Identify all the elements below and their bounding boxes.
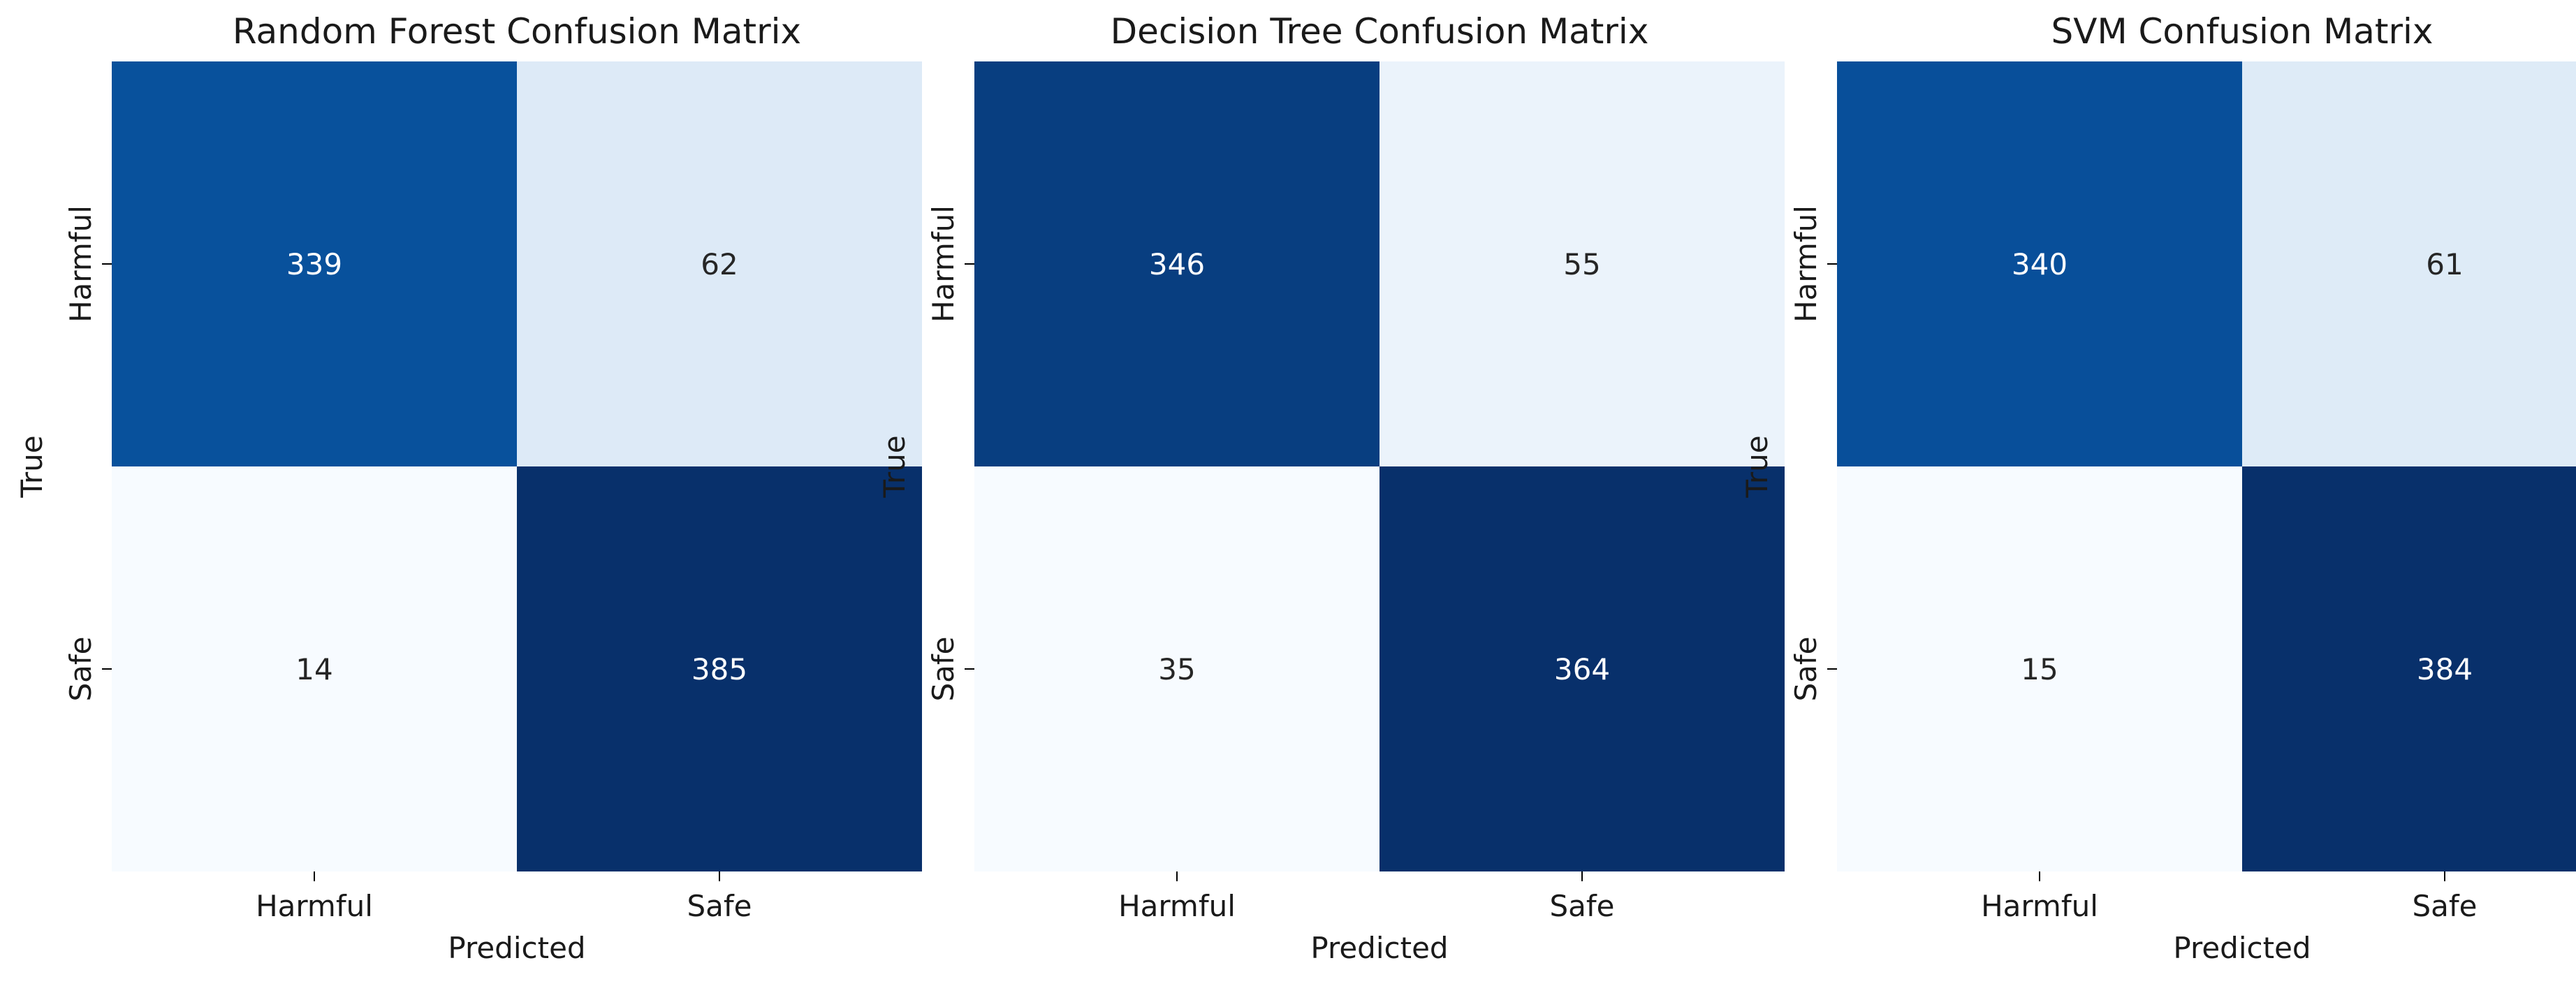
heatmap-cell: [1837, 466, 2242, 871]
chart-title: Random Forest Confusion Matrix: [233, 11, 801, 52]
y-tick-label: Harmful: [64, 205, 98, 323]
y-axis-label: True: [877, 435, 912, 498]
x-tick-label: Safe: [687, 889, 752, 923]
y-tick-label: Safe: [926, 636, 960, 701]
y-tick-label: Safe: [1789, 636, 1823, 701]
cell-value-label: 61: [2426, 247, 2463, 281]
x-tick-label: Harmful: [1118, 889, 1236, 923]
cell-value-label: 339: [286, 247, 342, 281]
heatmap-cell: [974, 466, 1380, 871]
heatmap-panel-3: SVM Confusion Matrix 340 61 15 384 Harmful Saf…: [1740, 11, 2576, 965]
cell-value-label: 15: [2021, 652, 2058, 686]
cell-value-label: 340: [2012, 247, 2068, 281]
cell-value-label: 385: [691, 652, 747, 686]
x-axis-label: Predicted: [1310, 931, 1448, 965]
x-tick-label: Safe: [2412, 889, 2477, 923]
x-tick-label: Safe: [1549, 889, 1614, 923]
y-axis-label: True: [1740, 435, 1774, 498]
x-axis-label: Predicted: [2173, 931, 2311, 965]
heatmap-cell: [974, 61, 1380, 466]
cell-value-label: 35: [1158, 652, 1195, 686]
heatmap-cell: [1837, 61, 2242, 466]
chart-title: SVM Confusion Matrix: [2051, 11, 2434, 52]
cell-value-label: 346: [1149, 247, 1205, 281]
cell-value-label: 55: [1563, 247, 1600, 281]
chart-title: Decision Tree Confusion Matrix: [1111, 11, 1649, 52]
cell-value-label: 14: [295, 652, 332, 686]
y-tick-label: Safe: [64, 636, 98, 701]
cell-value-label: 364: [1554, 652, 1610, 686]
heatmap-cell: [2242, 466, 2576, 871]
y-tick-label: Harmful: [926, 205, 960, 323]
x-axis-label: Predicted: [448, 931, 585, 965]
heatmap-cell: [112, 61, 517, 466]
x-tick-label: Harmful: [256, 889, 373, 923]
cell-value-label: 384: [2417, 652, 2473, 686]
y-axis-label: True: [15, 435, 49, 498]
heatmap-cell: [2242, 61, 2576, 466]
heatmap-cell: [1380, 466, 1785, 871]
y-tick-label: Harmful: [1789, 205, 1823, 323]
heatmap-cell: [517, 61, 922, 466]
heatmap-cell: [1380, 61, 1785, 466]
heatmap-panel-1: Random Forest Confusion Matrix 339 62 14 385…: [15, 11, 922, 965]
heatmap-panel-2: Decision Tree Confusion Matrix 346 55 35 364…: [877, 11, 1785, 965]
cell-value-label: 62: [701, 247, 738, 281]
heatmap-cell: [517, 466, 922, 871]
x-tick-label: Harmful: [1981, 889, 2098, 923]
heatmap-cell: [112, 466, 517, 871]
